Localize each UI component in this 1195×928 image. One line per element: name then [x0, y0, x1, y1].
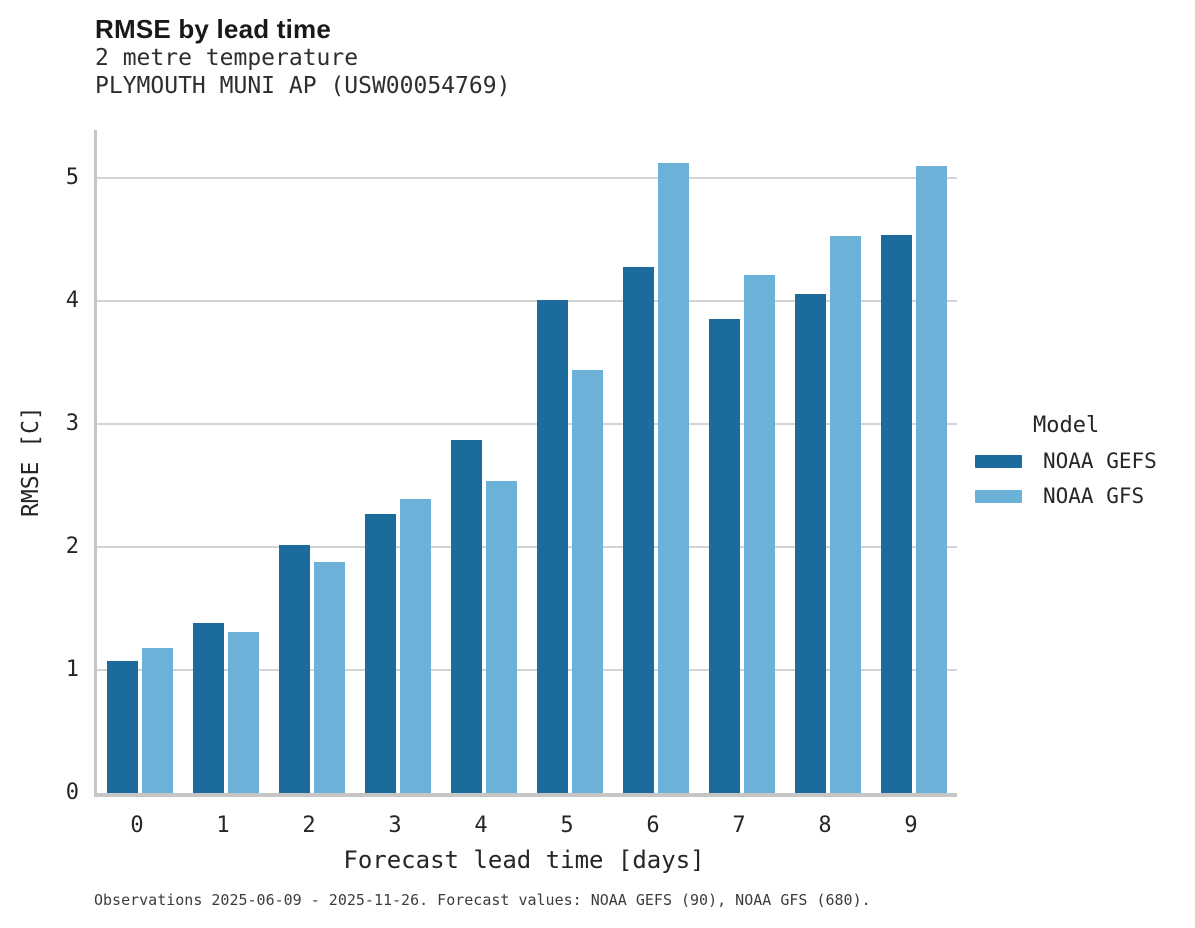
bar-noaa-gefs-lead-7: [709, 319, 740, 793]
x-tick-label-2: 2: [302, 813, 316, 838]
bar-noaa-gefs-lead-4: [451, 439, 482, 793]
gridline-y-5: [97, 176, 957, 179]
gridline-y-1: [97, 669, 957, 671]
bar-group-lead-9: [871, 130, 957, 793]
bar-group-lead-6: [613, 130, 699, 793]
legend-swatch-icon: [975, 489, 1022, 503]
bar-group-lead-2: [269, 130, 355, 793]
footnote: Observations 2025-06-09 - 2025-11-26. Fo…: [94, 891, 871, 909]
x-tick-label-3: 3: [388, 813, 402, 838]
bar-noaa-gfs-lead-4: [486, 480, 517, 793]
bar-noaa-gefs-lead-1: [193, 623, 224, 793]
x-tick-label-4: 4: [474, 813, 488, 838]
bar-group-lead-1: [183, 130, 269, 793]
gridline-y-4: [97, 299, 957, 302]
legend-swatch-icon: [975, 454, 1022, 468]
x-tick-label-1: 1: [216, 813, 230, 838]
chart-header: RMSE by lead time 2 metre temperature PL…: [95, 14, 510, 100]
plot-area: 0 1 2 3 4 5: [66, 130, 957, 805]
bar-noaa-gfs-lead-6: [658, 163, 689, 793]
bar-group-lead-8: [785, 130, 871, 793]
bar-noaa-gefs-lead-6: [623, 266, 654, 793]
x-tick-label-6: 6: [646, 813, 660, 838]
bar-noaa-gefs-lead-0: [107, 661, 138, 793]
y-tick-label-0: 0: [65, 780, 79, 805]
x-tick-label-5: 5: [560, 813, 574, 838]
legend-entry-noaa-gefs: NOAA GEFS: [975, 448, 1157, 474]
x-tick-label-9: 9: [904, 813, 918, 838]
bar-noaa-gfs-lead-3: [400, 499, 431, 793]
y-tick-label-2: 2: [65, 534, 79, 559]
bar-group-lead-3: [355, 130, 441, 793]
bar-noaa-gfs-lead-2: [314, 561, 345, 793]
y-tick-label-1: 1: [65, 657, 79, 682]
legend-items: NOAA GEFS NOAA GFS: [975, 448, 1157, 509]
bar-noaa-gefs-lead-9: [881, 234, 912, 793]
x-axis-title: Forecast lead time [days]: [343, 846, 705, 874]
bar-noaa-gefs-lead-3: [365, 513, 396, 793]
bar-group-lead-0: [97, 130, 183, 793]
bar-noaa-gfs-lead-0: [142, 647, 173, 793]
chart-subtitle-station: PLYMOUTH MUNI AP (USW00054769): [95, 73, 511, 99]
legend-title: Model: [1033, 413, 1100, 438]
legend: Model NOAA GEFS NOAA GFS: [975, 413, 1157, 509]
bar-noaa-gefs-lead-2: [279, 544, 310, 793]
chart-subtitle-variable: 2 metre temperature: [95, 45, 359, 71]
x-tick-label-8: 8: [818, 813, 832, 838]
bar-noaa-gefs-lead-8: [795, 293, 826, 793]
x-tick-labels: 0 1 2 3 4 5 6 7 8 9: [94, 812, 954, 840]
bar-groups: [97, 130, 957, 793]
bar-noaa-gefs-lead-5: [537, 299, 568, 793]
x-tick-label-0: 0: [130, 813, 144, 838]
chart-title: RMSE by lead time: [95, 14, 332, 44]
bar-noaa-gfs-lead-7: [744, 275, 775, 793]
legend-label: NOAA GEFS: [1043, 449, 1157, 473]
bar-noaa-gfs-lead-1: [228, 631, 259, 793]
bar-group-lead-4: [441, 130, 527, 793]
bar-group-lead-7: [699, 130, 785, 793]
gridline-y-3: [97, 422, 957, 425]
gridline-y-2: [97, 546, 957, 548]
x-tick-label-7: 7: [732, 813, 746, 838]
bar-noaa-gfs-lead-8: [830, 235, 861, 793]
bar-noaa-gfs-lead-9: [916, 165, 947, 793]
legend-entry-noaa-gfs: NOAA GFS: [975, 483, 1157, 509]
bar-group-lead-5: [527, 130, 613, 793]
y-axis-title: RMSE [C]: [18, 406, 44, 517]
y-tick-label-4: 4: [65, 287, 79, 313]
y-tick-label-3: 3: [65, 410, 79, 436]
legend-label: NOAA GFS: [1043, 484, 1145, 508]
y-tick-label-5: 5: [65, 164, 79, 190]
bar-noaa-gfs-lead-5: [572, 369, 603, 793]
